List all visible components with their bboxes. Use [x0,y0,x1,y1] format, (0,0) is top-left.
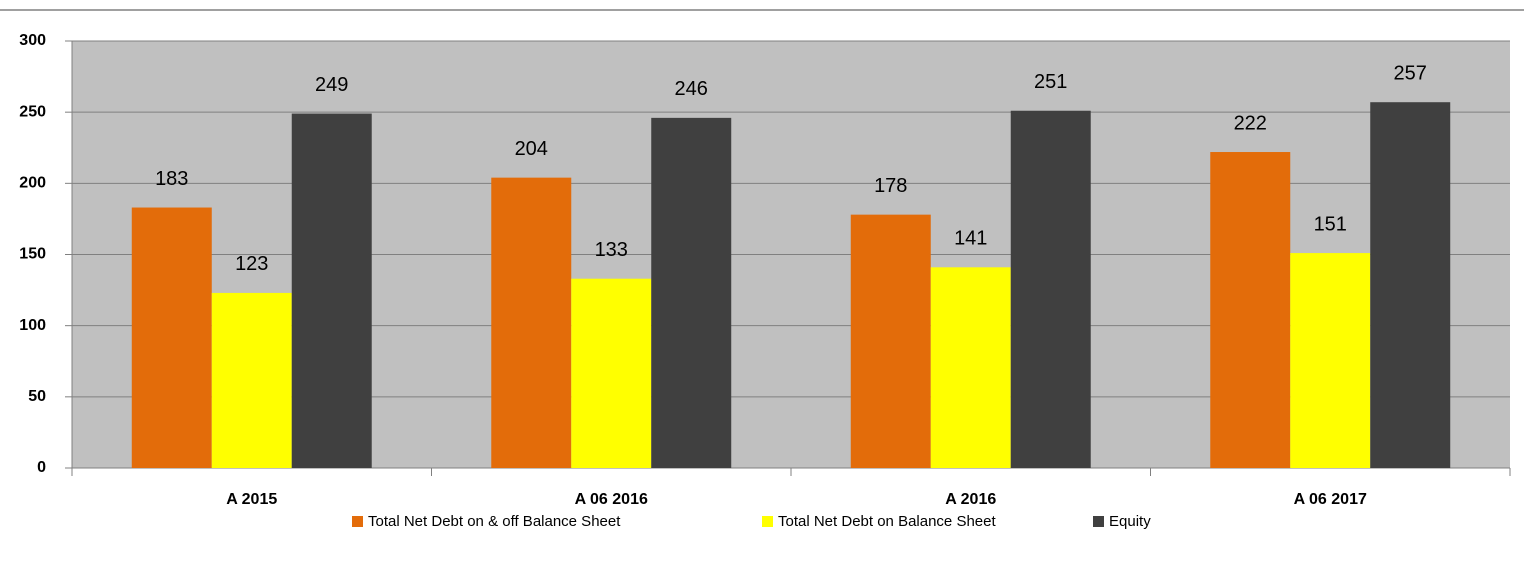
y-tick-label: 200 [19,175,46,192]
bar [1010,110,1091,468]
x-tick-label: A 2015 [226,491,277,508]
value-label: 141 [954,228,987,250]
bar [1210,152,1291,468]
y-tick-label: 250 [19,103,46,120]
y-tick-label: 100 [19,317,46,334]
value-label: 257 [1394,62,1427,84]
legend-label: Total Net Debt on & off Balance Sheet [368,513,621,530]
legend-swatch [352,516,363,527]
bar [1290,253,1371,468]
bar [491,177,572,468]
bar [131,207,212,468]
y-tick-label: 300 [19,32,46,49]
value-label: 246 [675,78,708,100]
value-label: 151 [1314,213,1347,235]
legend-label: Equity [1109,513,1151,530]
bar [850,214,931,468]
value-label: 222 [1234,112,1267,134]
bar [930,267,1011,468]
value-label: 133 [595,239,628,261]
value-label: 251 [1034,71,1067,93]
value-label: 204 [515,138,548,160]
value-label: 249 [315,74,348,96]
bar [291,113,372,468]
legend-swatch [762,516,773,527]
bar [1370,102,1451,468]
value-label: 178 [874,175,907,197]
value-label: 123 [235,253,268,275]
x-tick-label: A 06 2017 [1294,491,1367,508]
legend-swatch [1093,516,1104,527]
bar [651,117,732,469]
legend-label: Total Net Debt on Balance Sheet [778,513,996,530]
value-label: 183 [155,168,188,190]
bar [211,292,292,468]
x-tick-label: A 06 2016 [575,491,648,508]
y-tick-label: 50 [28,388,46,405]
y-tick-label: 150 [19,246,46,263]
x-tick-label: A 2016 [945,491,996,508]
bar [571,278,652,468]
y-tick-label: 0 [37,459,46,476]
